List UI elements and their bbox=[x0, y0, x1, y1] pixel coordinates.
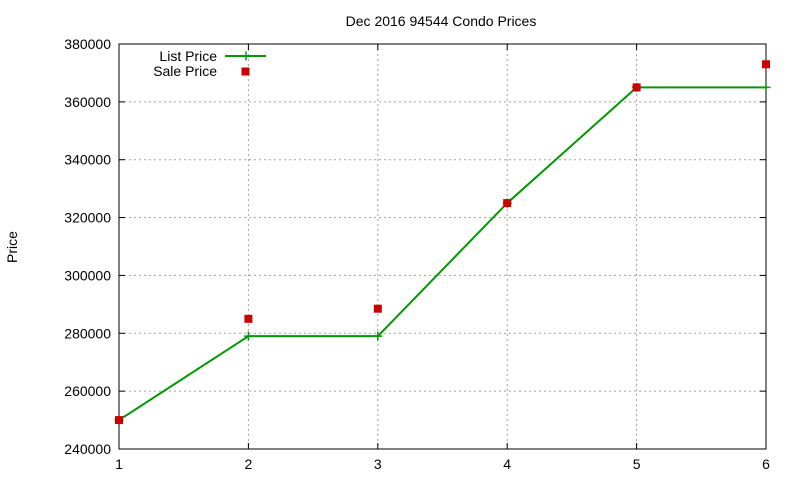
x-tick-label: 4 bbox=[503, 456, 511, 472]
plot-frame bbox=[118, 43, 767, 450]
data-point-sale-price bbox=[503, 199, 512, 208]
data-point-list-price bbox=[373, 331, 383, 341]
y-tick-label: 280000 bbox=[64, 325, 111, 341]
legend-marker-list-price bbox=[241, 51, 251, 61]
legend-marker-sale-price bbox=[241, 67, 250, 76]
data-point-sale-price bbox=[115, 416, 123, 425]
legend-label-sale-price: Sale Price bbox=[153, 63, 217, 79]
y-tick-label: 240000 bbox=[64, 441, 111, 457]
x-tick-label: 2 bbox=[245, 456, 253, 472]
data-point-sale-price bbox=[762, 60, 770, 69]
y-axis-label: Price bbox=[4, 231, 20, 263]
x-tick-label: 5 bbox=[633, 456, 641, 472]
axis-ticks: 1 2 3 4 5 6 240000 260000 280000 300000 320000 3400… bbox=[64, 36, 770, 472]
data-point-list-price bbox=[761, 82, 771, 92]
series-line-list-price bbox=[118, 86, 766, 421]
grid-lines bbox=[119, 44, 766, 449]
legend: List Price Sale Price bbox=[153, 48, 266, 79]
y-tick-label: 300000 bbox=[64, 267, 111, 283]
x-tick-label: 6 bbox=[762, 456, 770, 472]
series-layer bbox=[114, 60, 771, 425]
x-tick-label: 3 bbox=[374, 456, 382, 472]
data-point-sale-price bbox=[373, 304, 382, 313]
y-tick-label: 260000 bbox=[64, 383, 111, 399]
data-point-sale-price bbox=[632, 83, 641, 92]
y-tick-label: 380000 bbox=[64, 36, 111, 52]
data-point-list-price bbox=[243, 331, 253, 341]
chart-title: Dec 2016 94544 Condo Prices bbox=[346, 13, 537, 29]
y-tick-label: 340000 bbox=[64, 152, 111, 168]
y-tick-label: 360000 bbox=[64, 94, 111, 110]
legend-label-list-price: List Price bbox=[159, 48, 217, 64]
data-point-sale-price bbox=[244, 314, 253, 323]
x-tick-label: 1 bbox=[115, 456, 123, 472]
y-tick-label: 320000 bbox=[64, 210, 111, 226]
